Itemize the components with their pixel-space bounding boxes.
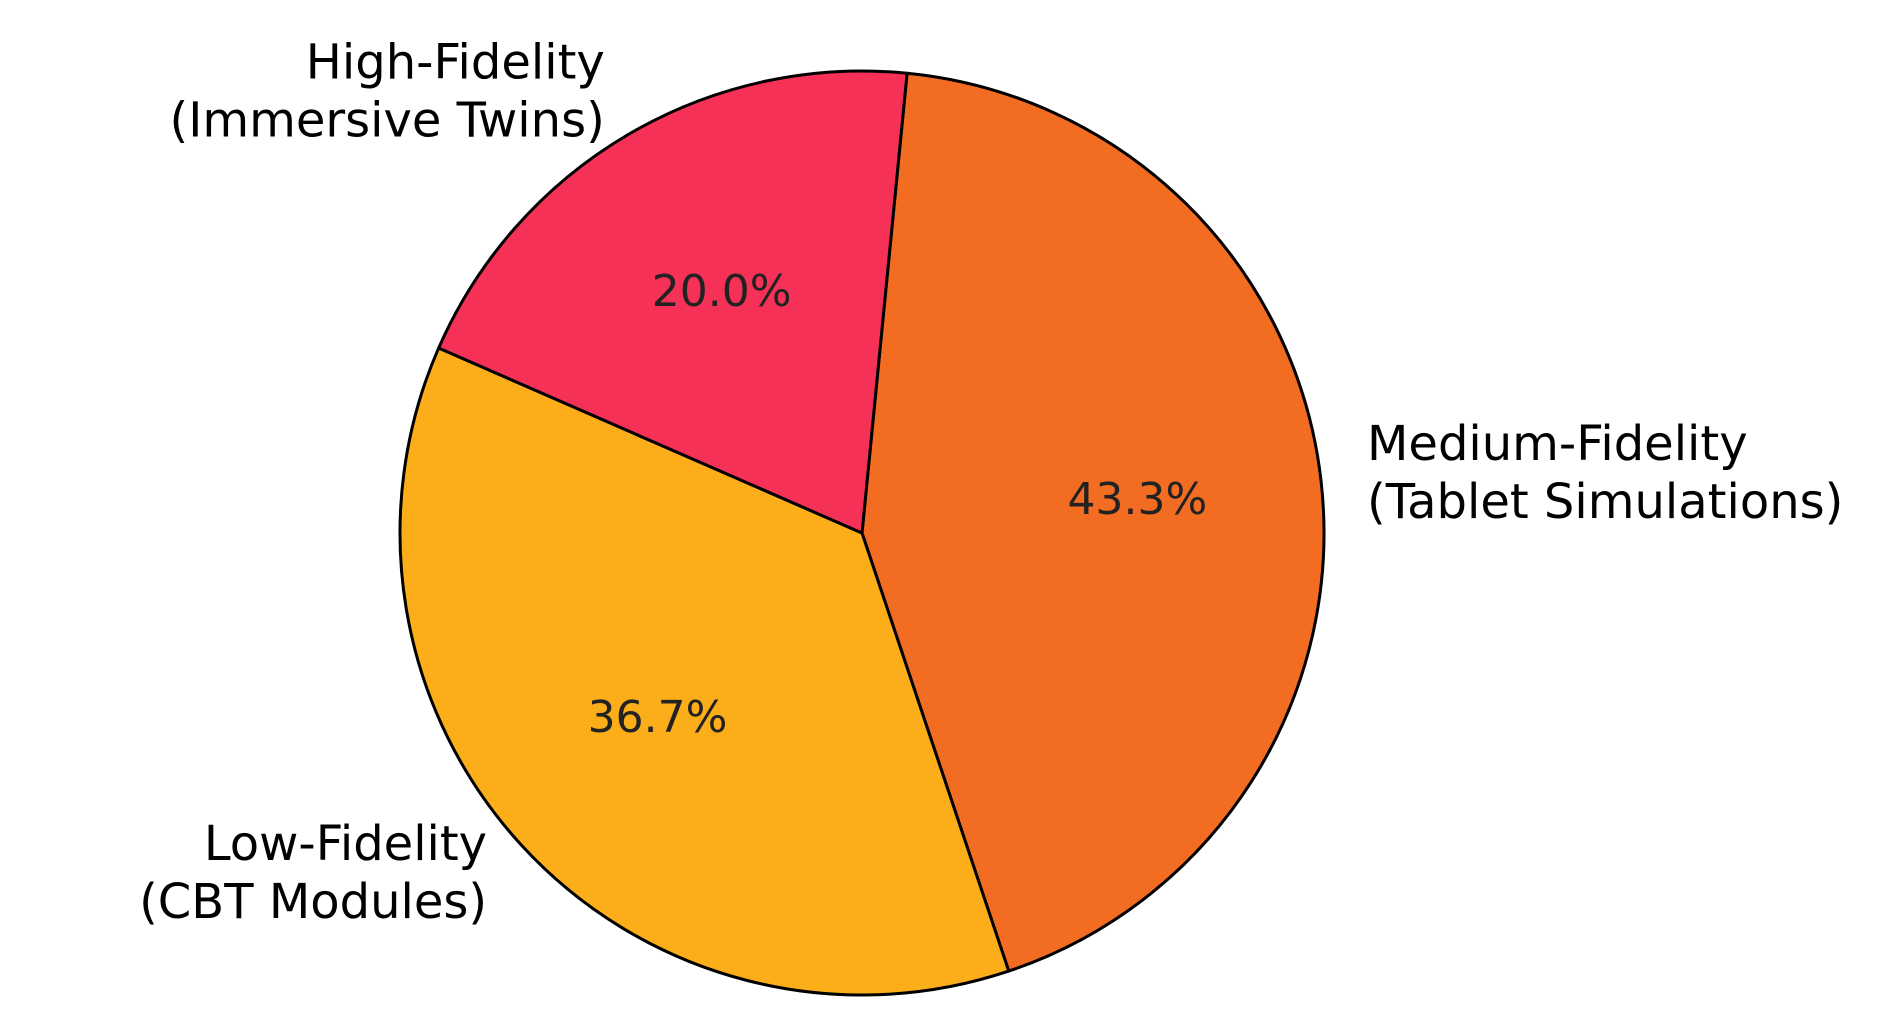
percentage-label-1: 36.7% <box>588 692 728 743</box>
category-labels: Medium-Fidelity (Tablet Simulations) Low-F… <box>139 35 1843 930</box>
category-label-0: Medium-Fidelity (Tablet Simulations) <box>1367 416 1843 530</box>
category-label-1-line-0: Low-Fidelity <box>204 816 487 872</box>
pie-slice-0 <box>860 71 1326 973</box>
percentage-label-2: 20.0% <box>652 266 792 317</box>
percentage-label-0: 43.3% <box>1068 474 1208 525</box>
category-label-0-line-1: (Tablet Simulations) <box>1367 474 1843 530</box>
percentage-labels: 43.3% 36.7% 20.0% <box>588 266 1208 743</box>
category-label-0-line-0: Medium-Fidelity <box>1367 416 1748 472</box>
pie-slice-2 <box>437 69 909 535</box>
pie-slices <box>398 69 1326 997</box>
pie-slice-1 <box>398 346 1011 997</box>
category-label-2-line-0: High-Fidelity <box>306 35 605 91</box>
category-label-2-line-1: (Immersive Twins) <box>169 93 604 149</box>
category-label-2: High-Fidelity (Immersive Twins) <box>169 35 604 149</box>
category-label-1-line-1: (CBT Modules) <box>139 874 487 930</box>
category-label-1: Low-Fidelity (CBT Modules) <box>139 816 487 930</box>
